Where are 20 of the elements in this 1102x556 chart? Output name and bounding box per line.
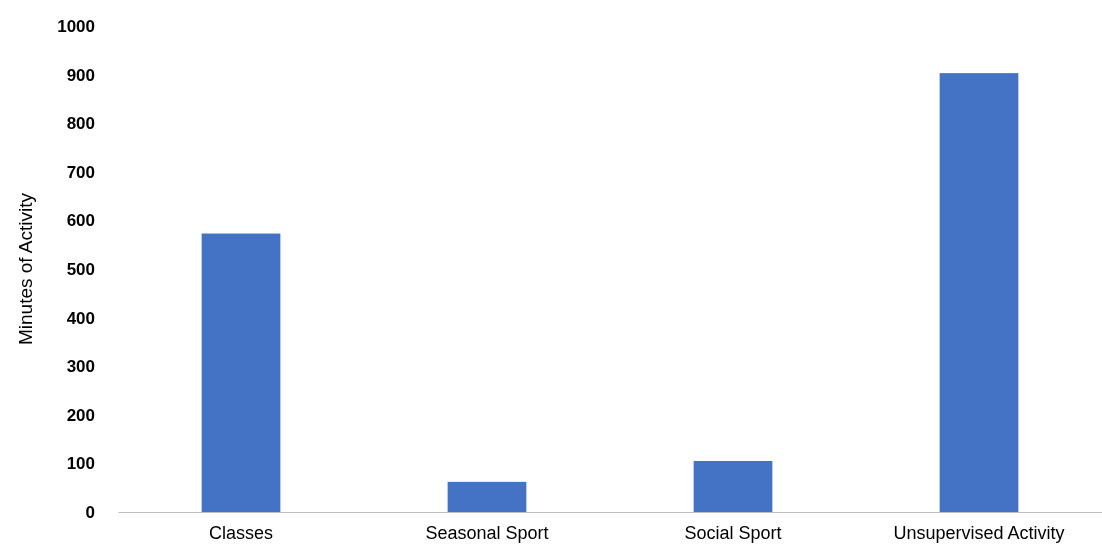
y-tick-label: 800 bbox=[66, 114, 95, 134]
x-tick-label: Seasonal Sport bbox=[425, 522, 549, 543]
bar bbox=[447, 481, 527, 512]
y-axis-title: Minutes of Activity bbox=[15, 192, 36, 346]
bar bbox=[693, 460, 773, 512]
y-tick-label: 700 bbox=[66, 162, 95, 182]
y-tick-label: 900 bbox=[66, 65, 95, 85]
y-tick-label: 1000 bbox=[57, 16, 95, 36]
x-tick-label: Classes bbox=[208, 522, 274, 543]
bar bbox=[201, 233, 281, 512]
y-tick-label: 100 bbox=[66, 454, 95, 474]
x-tick-label: Social Sport bbox=[684, 522, 782, 543]
x-tick-label: Unsupervised Activity bbox=[893, 522, 1065, 543]
y-tick-label: 400 bbox=[66, 308, 95, 328]
y-tick-label: 0 bbox=[85, 502, 95, 522]
y-tick-label: 500 bbox=[66, 259, 95, 279]
y-tick-label: 300 bbox=[66, 357, 95, 377]
y-tick-label: 200 bbox=[66, 405, 95, 425]
bar bbox=[939, 73, 1019, 512]
y-tick-label: 600 bbox=[66, 211, 95, 231]
